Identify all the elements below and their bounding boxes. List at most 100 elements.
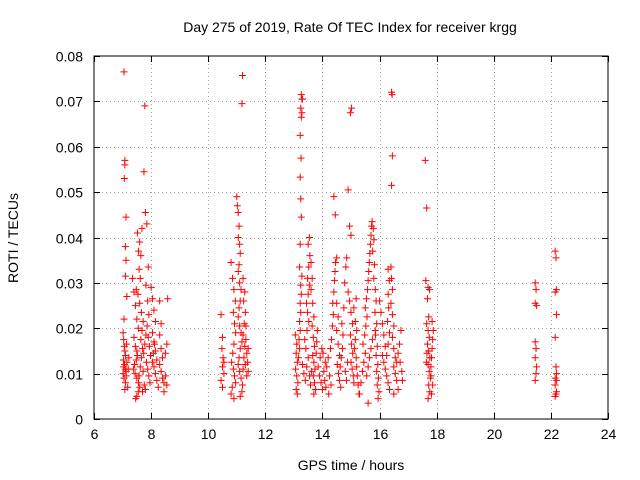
data-point bbox=[133, 347, 141, 355]
data-point bbox=[229, 308, 237, 316]
data-point bbox=[131, 370, 139, 378]
data-point bbox=[236, 279, 244, 287]
data-point bbox=[122, 213, 130, 221]
data-point bbox=[230, 372, 238, 380]
data-point bbox=[242, 322, 250, 330]
x-tick-label: 24 bbox=[601, 426, 617, 442]
y-tick-label: 0.08 bbox=[56, 49, 83, 65]
data-point bbox=[552, 363, 560, 371]
data-point bbox=[372, 351, 380, 359]
data-point bbox=[347, 358, 355, 366]
data-point bbox=[121, 379, 129, 387]
data-point bbox=[296, 327, 304, 335]
data-point bbox=[140, 381, 148, 389]
data-point bbox=[300, 370, 308, 378]
data-point bbox=[234, 361, 242, 369]
data-point bbox=[310, 358, 318, 366]
data-point bbox=[428, 390, 436, 398]
data-point bbox=[307, 286, 315, 294]
data-point bbox=[304, 290, 312, 298]
data-point bbox=[384, 340, 392, 348]
data-point bbox=[120, 68, 128, 76]
data-point bbox=[227, 258, 235, 266]
data-point bbox=[143, 322, 151, 330]
data-point bbox=[296, 240, 304, 248]
x-tick-label: 12 bbox=[258, 426, 274, 442]
data-point bbox=[235, 261, 243, 269]
data-point bbox=[236, 392, 244, 400]
data-point bbox=[161, 349, 169, 357]
data-point bbox=[160, 388, 168, 396]
data-point bbox=[145, 372, 153, 380]
data-point bbox=[362, 295, 370, 303]
data-point bbox=[234, 313, 242, 321]
data-point bbox=[551, 392, 559, 400]
data-point bbox=[239, 331, 247, 339]
data-point bbox=[352, 295, 360, 303]
data-point bbox=[293, 340, 301, 348]
data-point bbox=[136, 238, 144, 246]
data-point bbox=[142, 331, 150, 339]
data-point bbox=[333, 327, 341, 335]
data-point bbox=[163, 340, 171, 348]
data-point bbox=[229, 349, 237, 357]
data-point bbox=[236, 249, 244, 257]
data-point bbox=[551, 381, 559, 389]
data-point bbox=[319, 349, 327, 357]
data-point bbox=[137, 354, 145, 362]
data-point bbox=[333, 254, 341, 262]
data-point bbox=[350, 379, 358, 387]
data-point bbox=[421, 156, 429, 164]
data-point bbox=[235, 222, 243, 230]
data-point bbox=[346, 222, 354, 230]
data-point bbox=[135, 372, 143, 380]
data-point bbox=[391, 354, 399, 362]
data-point bbox=[149, 358, 157, 366]
data-point bbox=[429, 327, 437, 335]
data-point bbox=[153, 356, 161, 364]
data-point bbox=[378, 320, 386, 328]
data-point bbox=[306, 381, 314, 389]
data-point bbox=[297, 113, 305, 121]
data-point bbox=[334, 313, 342, 321]
data-point bbox=[388, 274, 396, 282]
data-point bbox=[369, 224, 377, 232]
data-point bbox=[350, 304, 358, 312]
data-point bbox=[375, 388, 383, 396]
data-point bbox=[238, 72, 246, 80]
data-point bbox=[230, 340, 238, 348]
chart-title: Day 275 of 2019, Rate Of TEC Index for r… bbox=[183, 19, 517, 35]
data-point bbox=[306, 252, 314, 260]
data-point bbox=[396, 340, 404, 348]
x-tick-label: 6 bbox=[91, 426, 99, 442]
y-tick-label: 0.07 bbox=[56, 94, 83, 110]
data-point bbox=[220, 358, 228, 366]
data-point bbox=[139, 367, 147, 375]
y-tick-label: 0.02 bbox=[56, 321, 83, 337]
data-point bbox=[143, 358, 151, 366]
data-point bbox=[234, 268, 242, 276]
data-point bbox=[134, 324, 142, 332]
data-point bbox=[243, 372, 251, 380]
data-point bbox=[121, 386, 129, 394]
data-point bbox=[230, 320, 238, 328]
data-point bbox=[366, 240, 374, 248]
data-point bbox=[133, 315, 141, 323]
data-point bbox=[428, 354, 436, 362]
x-tick-label: 20 bbox=[487, 426, 503, 442]
data-point bbox=[364, 286, 372, 294]
data-point bbox=[352, 354, 360, 362]
data-point bbox=[325, 390, 333, 398]
data-point bbox=[323, 363, 331, 371]
data-point bbox=[235, 304, 243, 312]
data-point bbox=[233, 193, 241, 201]
data-point bbox=[161, 372, 169, 380]
data-point bbox=[328, 336, 336, 344]
data-point bbox=[381, 365, 389, 373]
data-point bbox=[296, 263, 304, 271]
data-point bbox=[350, 345, 358, 353]
data-point bbox=[150, 363, 158, 371]
data-point bbox=[136, 383, 144, 391]
data-point bbox=[342, 263, 350, 271]
data-point bbox=[394, 349, 402, 357]
